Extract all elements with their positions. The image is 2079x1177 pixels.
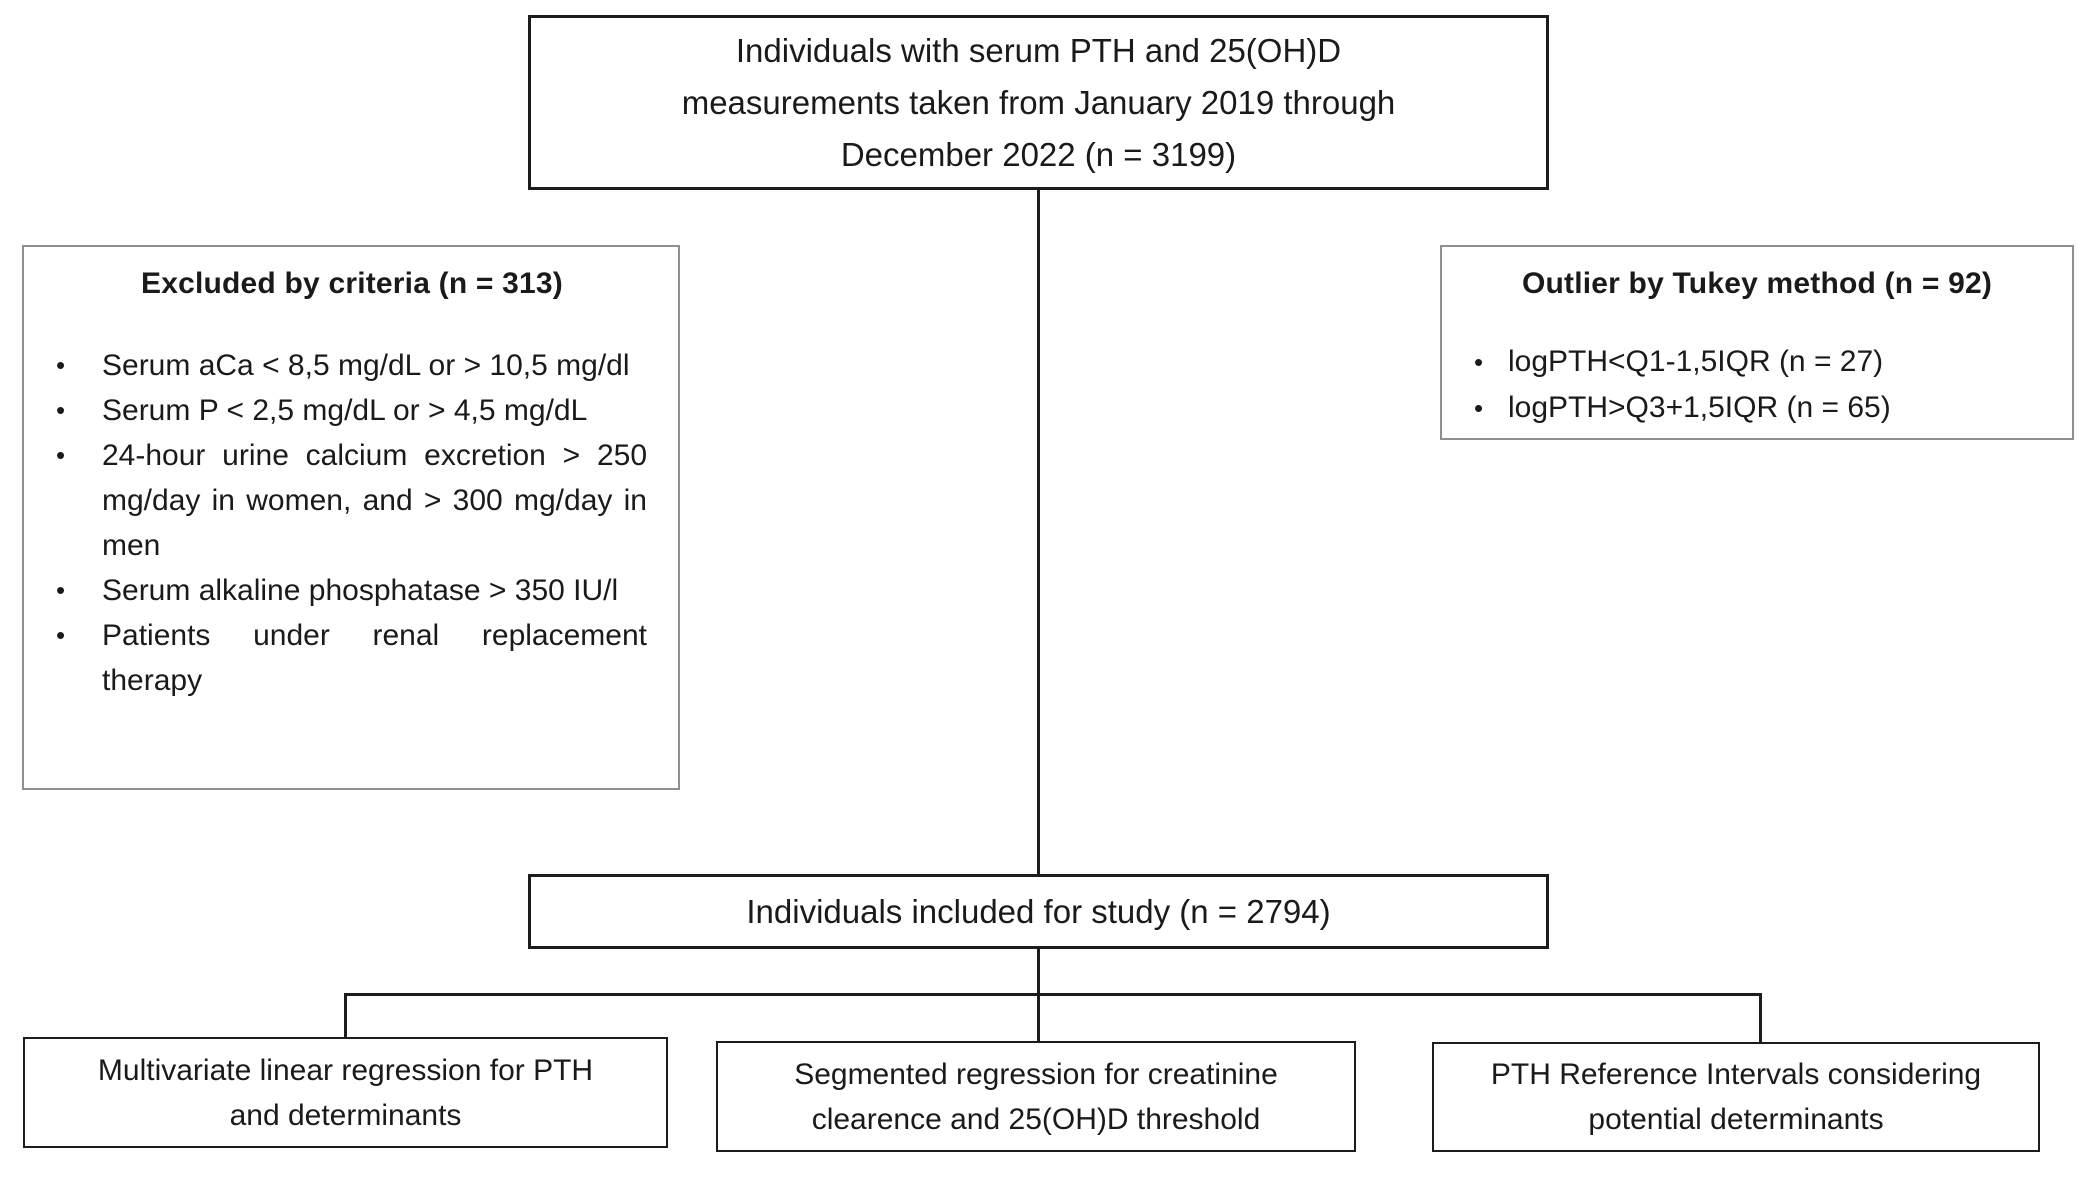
bullet-icon: • xyxy=(56,575,66,605)
analysis-box-regression: Multivariate linear regression for PTH a… xyxy=(23,1037,668,1148)
excluded-item: • Serum aCa < 8,5 mg/dL or > 10,5 mg/dl xyxy=(44,343,660,388)
outlier-list: • logPTH<Q1-1,5IQR (n = 27) • logPTH>Q3+… xyxy=(1458,339,2056,431)
excluded-item: • Patients under renal replacement thera… xyxy=(44,613,660,703)
analysis-segmented-line-2: clearence and 25(OH)D threshold xyxy=(811,1102,1261,1136)
excluded-box-title: Excluded by criteria (n = 313) xyxy=(140,267,563,300)
population-box-line-2: measurements taken from January 2019 thr… xyxy=(681,83,1396,121)
connector-drop-left xyxy=(344,993,347,1037)
connector-branch-horizontal xyxy=(344,993,1762,996)
population-box-line-1: Individuals with serum PTH and 25(OH)D xyxy=(735,31,1342,69)
excluded-criteria-list: • Serum aCa < 8,5 mg/dL or > 10,5 mg/dl … xyxy=(44,343,660,703)
bullet-icon: • xyxy=(56,395,66,425)
population-box: Individuals with serum PTH and 25(OH)D m… xyxy=(528,15,1549,190)
bullet-icon: • xyxy=(1474,393,1484,423)
outlier-item: • logPTH>Q3+1,5IQR (n = 65) xyxy=(1458,385,2056,431)
included-box: Individuals included for study (n = 2794… xyxy=(528,874,1549,949)
connector-top-to-included xyxy=(1037,190,1040,874)
population-box-line-3: December 2022 (n = 3199) xyxy=(840,135,1237,173)
bullet-icon: • xyxy=(56,620,66,650)
outlier-box: Outlier by Tukey method (n = 92) • logPT… xyxy=(1440,245,2074,440)
analysis-regression-line-1: Multivariate linear regression for PTH xyxy=(97,1053,594,1087)
excluded-item: • Serum alkaline phosphatase > 350 IU/l xyxy=(44,568,660,613)
bullet-icon: • xyxy=(56,440,66,470)
excluded-item: • 24-hour urine calcium excretion > 250 … xyxy=(44,433,660,568)
analysis-segmented-line-1: Segmented regression for creatinine xyxy=(794,1057,1278,1091)
bullet-icon: • xyxy=(56,350,66,380)
excluded-box: Excluded by criteria (n = 313) • Serum a… xyxy=(22,245,680,790)
outlier-item: • logPTH<Q1-1,5IQR (n = 27) xyxy=(1458,339,2056,385)
analysis-regression-line-2: and determinants xyxy=(229,1098,462,1132)
excluded-item: • Serum P < 2,5 mg/dL or > 4,5 mg/dL xyxy=(44,388,660,433)
included-box-text: Individuals included for study (n = 2794… xyxy=(746,892,1331,930)
analysis-reference-line-2: potential determinants xyxy=(1588,1103,1884,1136)
analysis-box-reference: PTH Reference Intervals considering pote… xyxy=(1432,1042,2040,1152)
connector-included-to-branch xyxy=(1037,949,1040,1043)
analysis-reference-line-1: PTH Reference Intervals considering xyxy=(1490,1058,1982,1091)
connector-drop-right xyxy=(1759,993,1762,1042)
analysis-box-segmented: Segmented regression for creatinine clea… xyxy=(716,1041,1356,1152)
outlier-box-title: Outlier by Tukey method (n = 92) xyxy=(1521,267,1993,300)
bullet-icon: • xyxy=(1474,347,1484,377)
